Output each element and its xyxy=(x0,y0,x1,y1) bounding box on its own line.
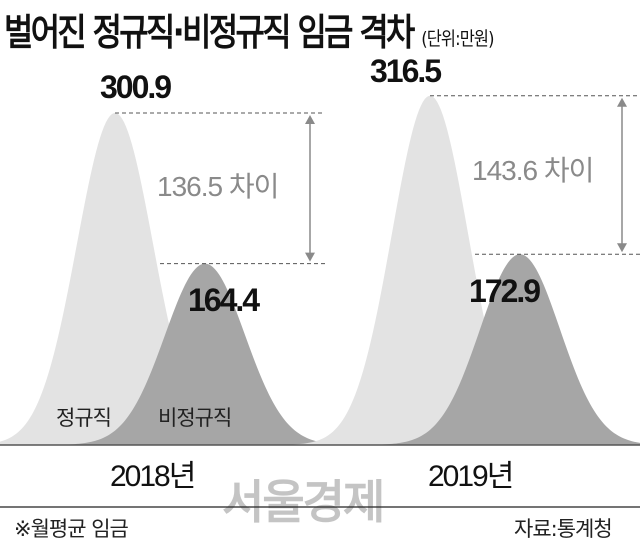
footnote: ※월평균 임금 xyxy=(14,517,129,541)
gap-label-2019: 143.6 차이 xyxy=(472,155,593,186)
arrow-down-icon xyxy=(617,243,627,253)
value-label-2019-nonregular: 172.9 xyxy=(469,273,540,309)
curve-2019년-regular xyxy=(259,95,601,445)
curve-2018년-nonregular xyxy=(25,263,385,445)
arrow-down-icon xyxy=(305,252,315,262)
series-label-nonregular: 비정규직 xyxy=(158,406,231,430)
value-label-2018-regular: 300.9 xyxy=(100,69,171,105)
title-text: 벌어진 정규직·비정규직 임금 격차 xyxy=(4,11,415,54)
x-tick-2019: 2019년 xyxy=(428,460,512,493)
unit-label: (단위:만원) xyxy=(421,28,494,50)
gap-label-2018: 136.5 차이 xyxy=(157,171,278,202)
watermark: 서울경제 xyxy=(222,475,383,529)
chart-title: 벌어진 정규직·비정규직 임금 격차 (단위:만원) xyxy=(4,2,494,56)
arrow-up-icon xyxy=(305,115,315,124)
x-tick-2018: 2018년 xyxy=(110,460,194,493)
arrow-up-icon xyxy=(617,97,627,107)
curve-2019년-nonregular xyxy=(340,254,640,445)
source-label: 자료:통계청 xyxy=(514,517,612,541)
series-label-regular: 정규직 xyxy=(56,406,111,430)
curve-2018년-regular xyxy=(0,113,286,445)
value-label-2019-regular: 316.5 xyxy=(370,53,441,89)
value-label-2018-nonregular: 164.4 xyxy=(188,282,260,318)
